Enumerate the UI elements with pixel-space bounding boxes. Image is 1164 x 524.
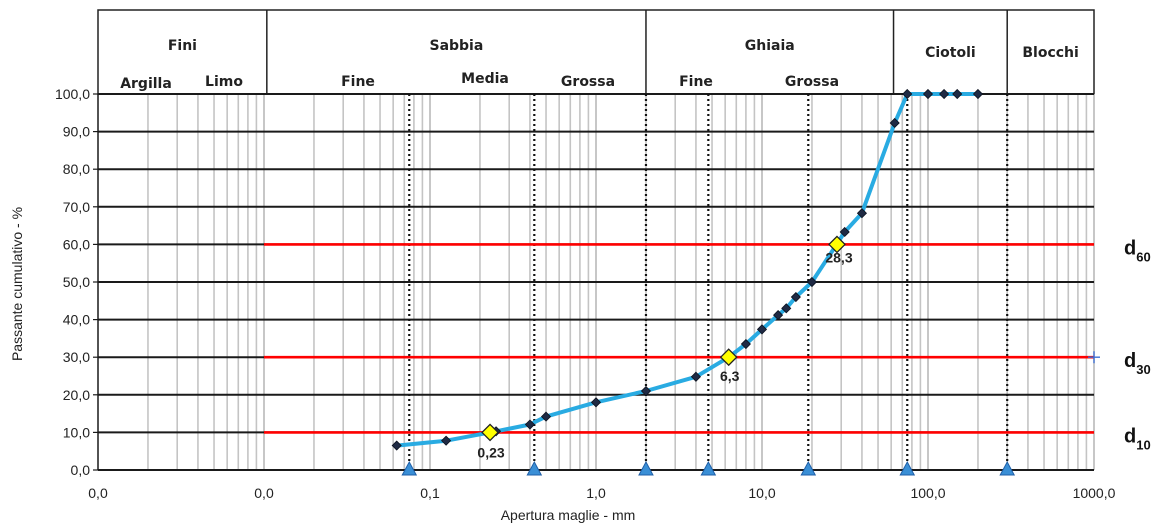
header-subgroup-label: Argilla: [120, 76, 172, 92]
data-points: [391, 88, 1016, 476]
y-tick-label: 20,0: [63, 387, 90, 403]
data-point: [952, 88, 963, 100]
data-point: [902, 88, 913, 100]
characteristic-point-d10: [481, 423, 499, 442]
grid: [93, 93, 1095, 471]
classification-header: Fini Sabbia Ghiaia Ciotoli Blocchi Argilla Lim…: [97, 9, 1095, 95]
sieve-triangle: [999, 460, 1016, 476]
y-tick-label: 80,0: [63, 161, 90, 177]
sieve-triangle: [700, 460, 717, 476]
data-point: [922, 88, 934, 100]
header-group-label: Ghiaia: [745, 38, 795, 54]
data-point: [773, 310, 784, 321]
x-tick-label: 0,0: [88, 485, 108, 501]
characteristic-point-d30: [719, 348, 738, 367]
plus-marker: [1088, 351, 1100, 364]
y-tick-label: 90,0: [63, 124, 90, 140]
header-subgroup-label: Fine: [679, 74, 713, 90]
header-subgroup-label: Limo: [205, 74, 243, 90]
y-axis-label: Passante cumulativo - %: [9, 207, 25, 361]
sieve-triangle: [526, 460, 543, 476]
header-subgroup-label: Media: [461, 71, 509, 87]
header-subgroup-label: Grossa: [561, 74, 615, 90]
data-point: [781, 303, 792, 314]
data-point: [939, 88, 950, 100]
y-tick-label: 30,0: [63, 349, 90, 365]
reference-lines: [264, 243, 1100, 434]
y-tick-label: 70,0: [63, 199, 90, 215]
y-tick-label: 40,0: [63, 312, 90, 328]
y-tick-label: 10,0: [63, 424, 90, 440]
header-group-label: Fini: [168, 38, 197, 54]
data-point: [790, 291, 801, 303]
y-tick-label: 0,0: [71, 462, 91, 478]
characteristic-label-d10: 0,23: [477, 444, 504, 460]
labels: 0,0 10,0 20,0 30,0 40,0 50,0 60,0 70,0 80,0 90,0 1…: [9, 86, 1151, 523]
data-point: [590, 397, 602, 408]
x-tick-label: 1,0: [586, 485, 606, 501]
data-point: [740, 338, 751, 350]
reference-label-d60: d60: [1124, 237, 1151, 264]
header-subgroup-label: Grossa: [785, 74, 839, 90]
characteristic-point-d60: [828, 235, 846, 254]
x-tick-label: 0,1: [420, 485, 440, 501]
characteristic-label-d30: 6,3: [720, 368, 740, 384]
sieve-triangle: [638, 460, 654, 476]
sieve-triangle: [800, 460, 817, 476]
y-tick-label: 50,0: [63, 274, 90, 290]
reference-label-d30: d30: [1124, 350, 1151, 377]
data-point: [524, 419, 536, 430]
data-point: [889, 117, 900, 129]
data-point: [391, 440, 402, 451]
header-group-label: Blocchi: [1022, 45, 1078, 61]
header-group-label: Ciotoli: [925, 45, 976, 61]
data-point: [441, 435, 452, 446]
x-axis-label: Apertura maglie - mm: [501, 507, 636, 523]
data-point: [806, 276, 818, 288]
header-subgroup-label: Fine: [341, 74, 375, 90]
data-point: [856, 208, 868, 219]
x-tick-label: 0,0: [254, 485, 274, 501]
data-point: [640, 385, 652, 397]
sieve-triangle: [401, 460, 418, 476]
data-point: [972, 88, 984, 100]
y-tick-label: 100,0: [55, 86, 90, 102]
data-point: [839, 226, 850, 238]
y-tick-label: 60,0: [63, 236, 90, 252]
x-tick-label: 10,0: [748, 485, 775, 501]
reference-label-d10: d10: [1124, 425, 1151, 452]
header-group-label: Sabbia: [429, 38, 483, 54]
data-point: [756, 324, 768, 335]
x-tick-label: 100,0: [910, 485, 945, 501]
data-point: [540, 411, 552, 422]
x-tick-label: 1000,0: [1073, 485, 1116, 501]
data-point: [690, 371, 702, 382]
characteristic-label-d60: 28,3: [825, 249, 852, 265]
sieve-triangle: [899, 460, 916, 476]
header-frame: [97, 9, 1095, 95]
